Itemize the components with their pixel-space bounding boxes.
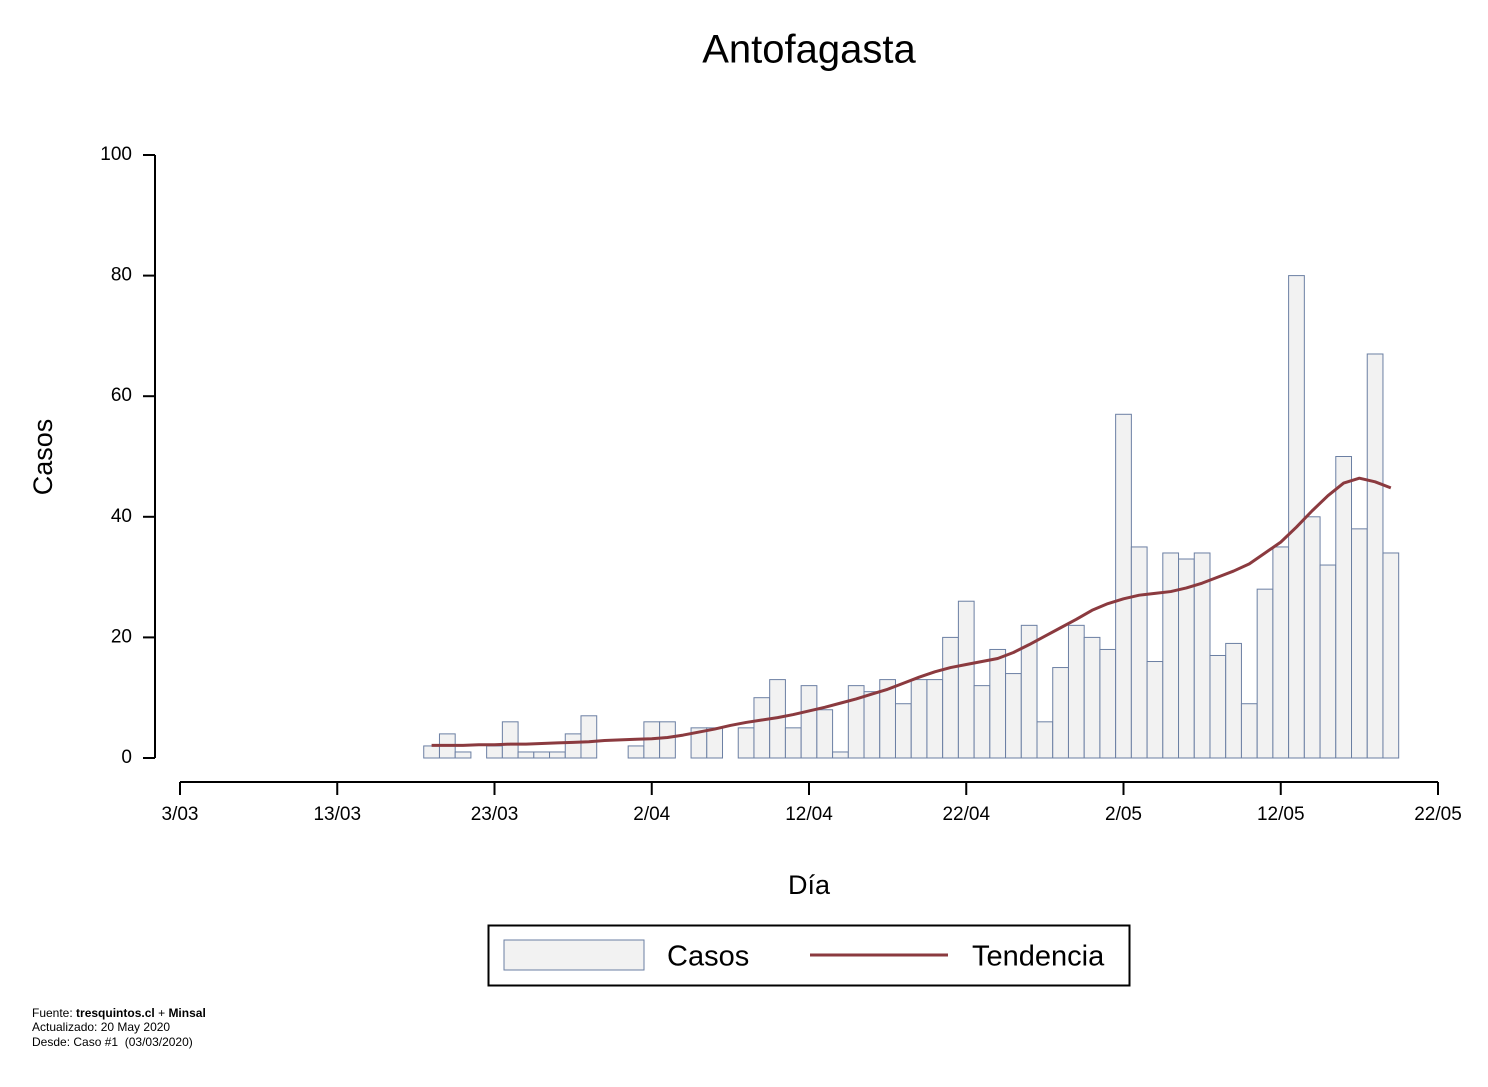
footer-text: tresquintos.cl bbox=[76, 1006, 155, 1020]
bar bbox=[1067, 624, 1085, 759]
bar bbox=[800, 685, 818, 759]
bar bbox=[517, 751, 535, 759]
bar bbox=[454, 751, 472, 759]
y-axis-title: Casos bbox=[28, 419, 58, 496]
x-tick-label: 22/04 bbox=[942, 804, 990, 825]
bar bbox=[910, 679, 928, 759]
footer-text: + bbox=[158, 1006, 165, 1020]
y-tick-label: 60 bbox=[111, 385, 132, 406]
bar bbox=[957, 600, 975, 759]
bar bbox=[533, 751, 551, 759]
bar bbox=[423, 745, 440, 759]
bar bbox=[1209, 654, 1227, 759]
bar bbox=[989, 648, 1007, 759]
x-tick-label: 12/05 bbox=[1257, 804, 1305, 825]
bar bbox=[1335, 456, 1353, 759]
bar bbox=[564, 733, 582, 759]
bar bbox=[1115, 413, 1132, 759]
bar bbox=[863, 691, 881, 759]
bar bbox=[737, 727, 755, 759]
bar bbox=[1130, 546, 1148, 759]
plot-area: 0 20 40 60 80 100 3/03 13/03 23/03 2/04 12/04 22/04… bbox=[100, 144, 1461, 825]
bar bbox=[501, 721, 519, 759]
x-tick-label: 22/05 bbox=[1414, 804, 1462, 825]
bar bbox=[1272, 546, 1290, 759]
bar bbox=[942, 636, 959, 759]
bar bbox=[1256, 588, 1274, 759]
bar bbox=[1099, 648, 1117, 759]
footer-text: Minsal bbox=[168, 1006, 205, 1020]
bar bbox=[627, 745, 645, 759]
bar bbox=[1288, 275, 1305, 759]
footer-text: Fuente: bbox=[32, 1006, 73, 1020]
bar bbox=[659, 721, 676, 759]
trend-line bbox=[431, 476, 1392, 747]
bar bbox=[1225, 642, 1242, 759]
bar bbox=[1351, 528, 1368, 759]
bar bbox=[1366, 353, 1384, 759]
bar bbox=[549, 751, 566, 759]
bar bbox=[1083, 636, 1101, 759]
bar bbox=[1303, 516, 1321, 759]
legend-swatch bbox=[503, 939, 645, 971]
y-tick-label: 20 bbox=[111, 626, 132, 647]
y-tick-label: 0 bbox=[121, 747, 132, 768]
bar bbox=[1052, 667, 1069, 759]
bar bbox=[1319, 564, 1337, 759]
bar bbox=[894, 703, 912, 759]
bar bbox=[816, 709, 834, 759]
bar bbox=[1382, 552, 1400, 759]
bar bbox=[926, 679, 944, 759]
x-tick-label: 2/04 bbox=[633, 804, 670, 825]
bar bbox=[973, 685, 991, 759]
bar bbox=[706, 727, 724, 759]
bar bbox=[1020, 624, 1038, 759]
bar bbox=[753, 697, 771, 759]
legend-label: Casos bbox=[667, 941, 749, 973]
footer-source: Fuente: tresquintos.cl + Minsal bbox=[32, 1006, 206, 1020]
x-tick-label: 12/04 bbox=[785, 804, 833, 825]
chart-title: Antofagasta bbox=[702, 28, 916, 72]
x-tick-label: 13/03 bbox=[313, 804, 361, 825]
bar bbox=[784, 727, 802, 759]
bar bbox=[1146, 661, 1164, 759]
bar bbox=[1162, 552, 1180, 759]
bar bbox=[580, 715, 598, 759]
bar bbox=[832, 751, 849, 759]
footer-since: Desde: Caso #1 (03/03/2020) bbox=[32, 1035, 193, 1049]
footer-updated: Actualizado: 20 May 2020 bbox=[32, 1020, 170, 1034]
legend-label: Tendencia bbox=[972, 941, 1105, 973]
y-tick-label: 100 bbox=[100, 144, 132, 165]
bar bbox=[1036, 721, 1054, 759]
y-tick-label: 40 bbox=[111, 506, 132, 527]
y-tick-label: 80 bbox=[111, 265, 132, 286]
bar bbox=[1240, 703, 1258, 759]
bar bbox=[486, 745, 503, 759]
bar bbox=[1005, 673, 1022, 759]
x-tick-label: 3/03 bbox=[162, 804, 199, 825]
x-tick-label: 23/03 bbox=[471, 804, 519, 825]
x-tick-label: 2/05 bbox=[1105, 804, 1142, 825]
x-axis-title: Día bbox=[788, 870, 831, 900]
